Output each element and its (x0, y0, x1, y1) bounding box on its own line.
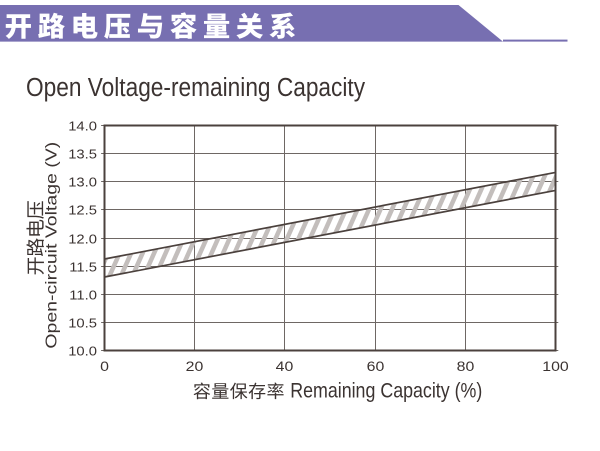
svg-text:10.5: 10.5 (68, 315, 97, 330)
svg-text:11.5: 11.5 (69, 259, 97, 274)
svg-text:11.0: 11.0 (69, 287, 97, 302)
svg-text:20: 20 (186, 360, 204, 375)
svg-text:Remaining Capacity (%): Remaining Capacity (%) (290, 379, 482, 403)
svg-text:80: 80 (457, 360, 475, 375)
svg-text:12.5: 12.5 (68, 202, 97, 217)
svg-text:0: 0 (100, 360, 109, 375)
svg-text:100: 100 (542, 360, 568, 375)
svg-text:40: 40 (276, 360, 294, 375)
svg-text:14.0: 14.0 (68, 118, 97, 133)
svg-text:10.0: 10.0 (68, 343, 97, 358)
svg-text:12.0: 12.0 (68, 231, 97, 246)
svg-text:Open Voltage-remaining Capacit: Open Voltage-remaining Capacity (26, 74, 366, 103)
svg-text:13.5: 13.5 (68, 146, 97, 161)
svg-text:13.0: 13.0 (68, 174, 97, 189)
svg-text:60: 60 (367, 360, 385, 375)
svg-text:Open-circuit Voltage (V): Open-circuit Voltage (V) (42, 142, 60, 349)
